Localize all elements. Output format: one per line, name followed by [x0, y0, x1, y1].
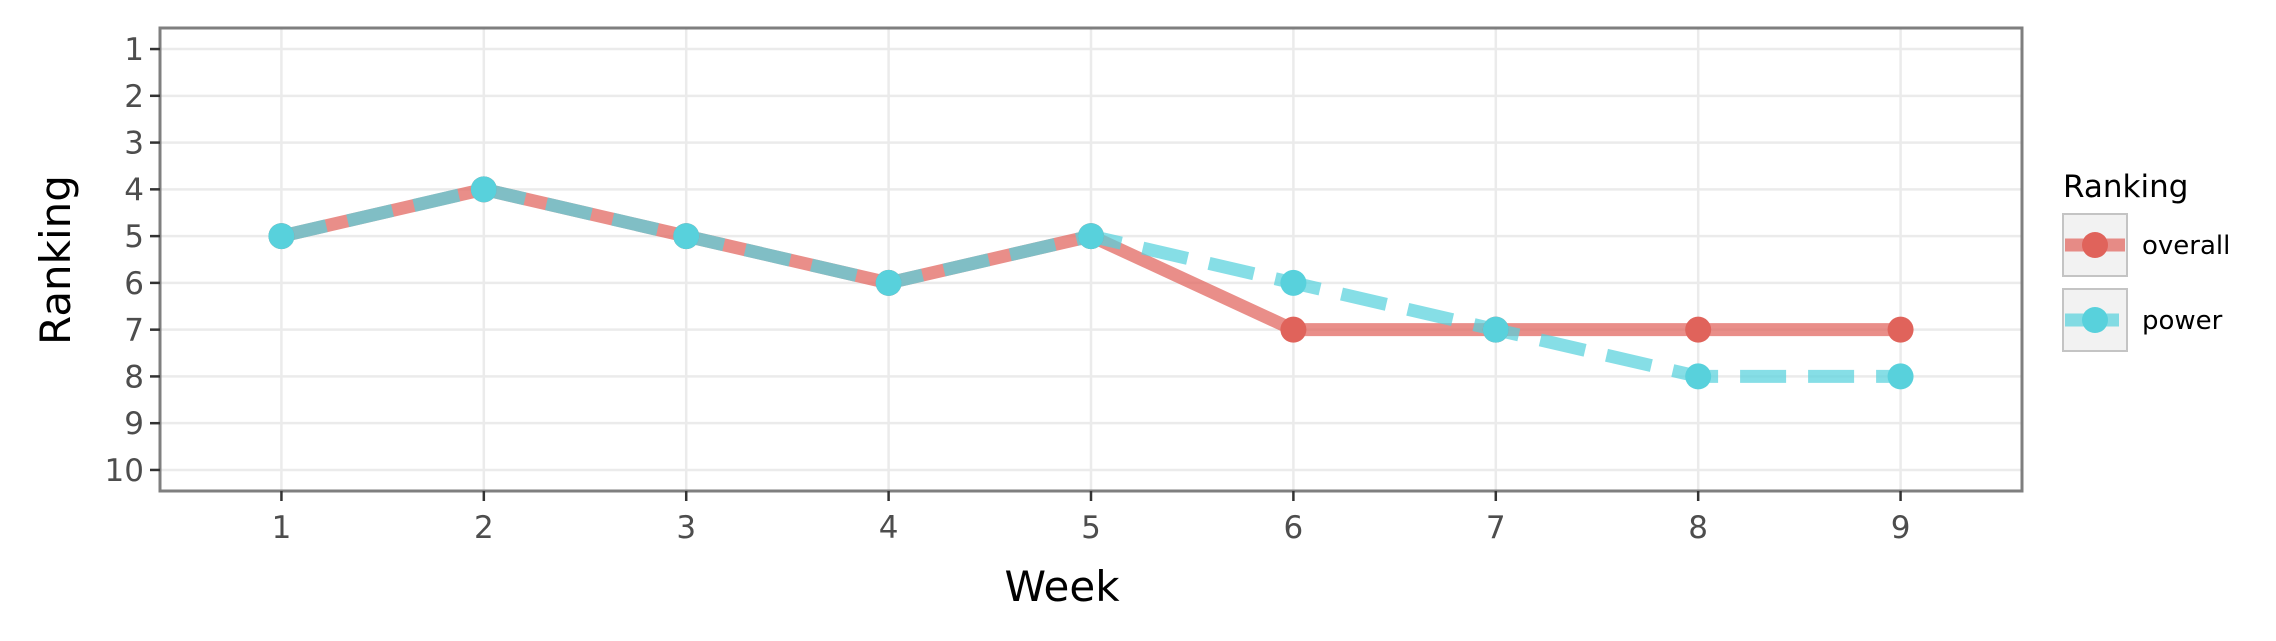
x-axis-title: Week	[1004, 562, 1120, 611]
x-tick-label: 4	[879, 510, 899, 546]
x-tick-label: 8	[1688, 510, 1708, 546]
legend-key-point-power	[2082, 307, 2108, 333]
y-tick-label: 8	[124, 359, 144, 395]
y-tick-label: 10	[105, 453, 144, 489]
data-point-power	[673, 223, 700, 250]
y-tick-label: 1	[124, 32, 144, 68]
x-tick-label: 7	[1486, 510, 1506, 546]
legend: Ranking overall power	[2062, 169, 2230, 352]
data-point-power	[1887, 363, 1914, 390]
x-tick-label: 6	[1284, 510, 1304, 546]
y-tick-label: 5	[124, 219, 144, 255]
data-point-power	[1482, 316, 1509, 343]
series-layer	[268, 176, 1914, 390]
y-tick-label: 4	[124, 172, 144, 208]
x-tick-label: 1	[272, 510, 292, 546]
legend-label-overall: overall	[2142, 231, 2230, 261]
data-point-power	[1280, 269, 1307, 296]
data-point-power	[470, 176, 497, 203]
data-point-power	[875, 269, 902, 296]
x-tick-label: 9	[1891, 510, 1911, 546]
y-tick-label: 3	[124, 126, 144, 162]
data-point-overall	[1685, 316, 1712, 343]
y-tick-label: 2	[124, 79, 144, 115]
data-point-power	[1685, 363, 1712, 390]
data-point-overall	[1887, 316, 1914, 343]
x-tick-label: 3	[676, 510, 696, 546]
legend-key-point-overall	[2082, 232, 2108, 258]
y-tick-label: 7	[124, 313, 144, 349]
y-axis-title: Ranking	[31, 175, 80, 345]
x-tick-label: 2	[474, 510, 494, 546]
gridlines	[160, 28, 2022, 491]
legend-label-power: power	[2142, 306, 2223, 336]
y-tick-label: 6	[124, 266, 144, 302]
data-point-power	[1078, 223, 1104, 250]
data-point-overall	[1280, 316, 1307, 343]
y-tick-label: 9	[124, 406, 144, 442]
axes: 1 2 3 4 5 6 7 8 9 10 1 2 3 4 5 6 7 8 9	[105, 32, 1911, 546]
data-point-power	[268, 223, 295, 250]
x-tick-label: 5	[1081, 510, 1101, 546]
legend-title: Ranking	[2063, 169, 2188, 205]
